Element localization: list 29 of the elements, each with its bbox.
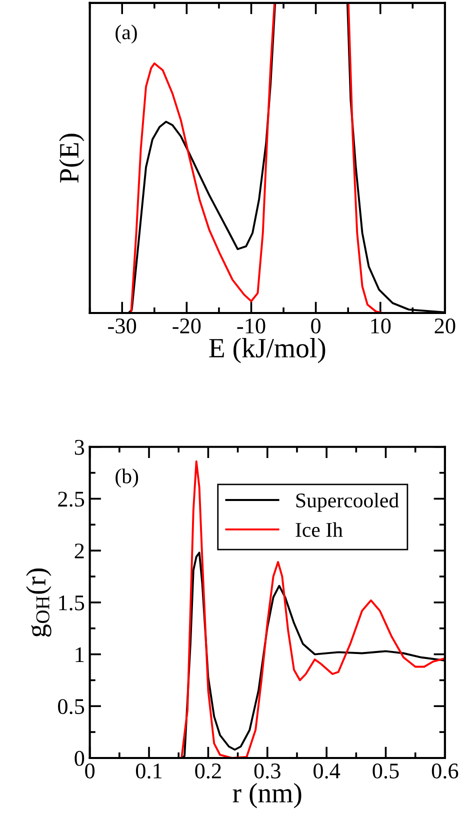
y-axis-title: g$_{OH}$(r) <box>26 568 52 637</box>
y-tick-label: 2 <box>74 544 84 558</box>
x-tick-label: 10 <box>371 318 391 334</box>
y-tick-label: 2.5 <box>58 492 84 507</box>
y-tick-label: 0.5 <box>58 699 84 714</box>
x-tick-label: 0.3 <box>254 763 280 779</box>
line-series <box>180 460 445 758</box>
x-tick-label: 0 <box>311 318 321 334</box>
x-tick-label: -30 <box>108 318 136 334</box>
annotation: (b) <box>116 468 138 488</box>
legend-label: Supercooled <box>296 492 399 512</box>
x-tick-label: 0 <box>85 763 95 778</box>
y-tick-label: 1.5 <box>59 595 84 610</box>
x-tick-label: 0.5 <box>372 763 399 779</box>
x-tick-label: 0.6 <box>432 763 458 779</box>
legend-label: Ice Ih <box>296 522 343 537</box>
annotation: (a) <box>116 24 137 44</box>
x-axis-title: r (nm) <box>232 782 302 808</box>
x-tick-label: 0.2 <box>195 763 221 779</box>
x-tick-label: 0.1 <box>136 763 162 779</box>
y-tick-label: 0 <box>74 750 84 766</box>
x-tick-label: -20 <box>172 318 201 334</box>
y-tick-label: 1 <box>76 647 84 662</box>
x-tick-label: -10 <box>237 318 266 334</box>
x-tick-label: 20 <box>434 318 456 334</box>
x-axis-title: E (kJ/mol) <box>209 338 326 364</box>
y-axis-title: P(E) <box>59 134 84 183</box>
y-tick-label: 3 <box>74 440 84 455</box>
x-tick-label: 0.4 <box>314 763 340 779</box>
